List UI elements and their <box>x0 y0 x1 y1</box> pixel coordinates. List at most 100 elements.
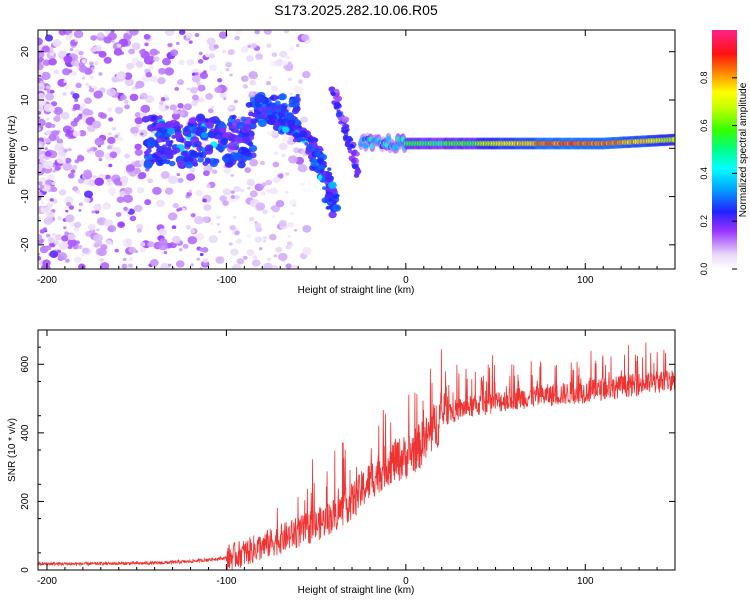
heatmap-cell <box>195 189 203 197</box>
heatmap-cell <box>227 105 233 110</box>
snr-panel: -200 -100 0 100 0 200 400 600 Height of straig… <box>7 329 676 596</box>
heatmap-cell <box>43 160 54 170</box>
heatmap-cell <box>178 30 186 35</box>
heatmap-cell <box>124 78 134 87</box>
carrier-cell <box>671 136 675 143</box>
heatmap-cell <box>46 117 50 121</box>
heatmap-cell <box>198 51 203 56</box>
heatmap-cell <box>202 198 207 203</box>
heatmap-cell <box>299 92 303 95</box>
heatmap-cell <box>217 78 223 83</box>
heatmap-cell <box>58 50 66 57</box>
heatmap-cell <box>268 233 277 241</box>
heatmap-cell <box>275 200 285 208</box>
heatmap-cell <box>85 82 89 87</box>
heatmap-cell <box>67 238 77 247</box>
heatmap-cell <box>250 118 258 125</box>
heatmap-cell <box>204 144 214 152</box>
heatmap-cell <box>227 141 238 151</box>
heatmap-cell <box>103 56 112 64</box>
heatmap-cell <box>331 199 337 205</box>
heatmap-cell <box>38 85 43 90</box>
colorbar-tick-label: 0.0 <box>699 263 709 276</box>
heatmap-cell <box>230 190 235 194</box>
heatmap-cell <box>136 186 145 194</box>
heatmap-cell <box>265 80 271 86</box>
heatmap-cell <box>350 158 357 164</box>
heatmap-cell <box>79 55 83 59</box>
heatmap-cell <box>121 263 128 269</box>
heatmap-cell <box>38 234 42 241</box>
snr-x-tick-label: -200 <box>37 576 57 587</box>
heatmap-cell <box>117 136 124 142</box>
heatmap-cell <box>257 118 267 127</box>
heatmap-cell <box>266 131 273 136</box>
heatmap-cell <box>167 212 178 221</box>
heatmap-cell <box>124 153 130 159</box>
heatmap-cell <box>156 199 165 208</box>
heatmap-cell <box>203 170 210 177</box>
heatmap-cell <box>286 136 297 145</box>
heatmap-cell <box>269 130 278 137</box>
heatmap-cell <box>40 71 51 81</box>
heatmap-cell <box>110 242 114 245</box>
heatmap-cell <box>291 102 298 108</box>
heatmap-cell <box>231 114 237 120</box>
heatmap-cell <box>116 43 122 48</box>
heatmap-cell <box>136 223 144 231</box>
heatmap-cell <box>78 65 88 73</box>
heatmap-cell <box>61 235 69 242</box>
heatmap-y-tick-label: 0 <box>20 145 31 151</box>
heatmap-cell <box>251 259 261 267</box>
heatmap-cell <box>63 148 69 153</box>
heatmap-cell <box>45 130 51 135</box>
heatmap-cell <box>205 53 210 58</box>
heatmap-cell <box>334 88 340 94</box>
snr-frame <box>37 329 676 571</box>
heatmap-cell <box>71 71 78 76</box>
heatmap-cell <box>107 224 117 233</box>
heatmap-cell <box>49 51 55 56</box>
heatmap-cell <box>240 46 249 53</box>
heatmap-cell <box>39 184 45 190</box>
heatmap-cell <box>200 132 209 139</box>
heatmap-cell <box>45 233 51 238</box>
chart-title: S173.2025.282.10.06.R05 <box>274 2 438 18</box>
heatmap-cell <box>235 129 241 134</box>
snr-series-line <box>38 342 675 570</box>
heatmap-cell <box>181 150 188 157</box>
heatmap-cell <box>125 164 136 172</box>
heatmap-cell <box>288 46 295 52</box>
heatmap-cell <box>83 190 94 199</box>
heatmap-cell <box>185 32 193 39</box>
heatmap-cell <box>266 43 272 48</box>
heatmap-cell <box>273 254 278 258</box>
heatmap-cell <box>218 230 222 234</box>
heatmap-cell <box>139 247 147 253</box>
heatmap-cell <box>287 221 294 228</box>
heatmap-cell <box>136 228 142 233</box>
heatmap-cell <box>342 123 350 130</box>
heatmap-cell <box>239 188 245 193</box>
heatmap-cell <box>137 173 145 180</box>
snr-x-tick-label: 0 <box>403 576 409 587</box>
heatmap-cell <box>273 151 279 156</box>
heatmap-cell <box>261 103 267 109</box>
heatmap-cell <box>281 107 286 111</box>
heatmap-cell <box>190 136 200 144</box>
heatmap-cell <box>246 249 255 256</box>
heatmap-cell <box>65 209 69 213</box>
heatmap-x-axis-label: Height of straight line (km) <box>298 285 415 296</box>
heatmap-cell <box>90 46 97 53</box>
heatmap-cell <box>134 148 143 156</box>
heatmap-cell <box>43 137 51 144</box>
heatmap-cell <box>249 91 255 96</box>
heatmap-cell <box>147 178 153 184</box>
heatmap-cell <box>288 155 298 164</box>
heatmap-cell <box>147 241 155 248</box>
heatmap-cell <box>237 161 246 169</box>
heatmap-cell <box>190 213 196 218</box>
heatmap-cell <box>279 50 288 58</box>
heatmap-cell <box>325 175 334 183</box>
heatmap-cell <box>93 147 98 151</box>
